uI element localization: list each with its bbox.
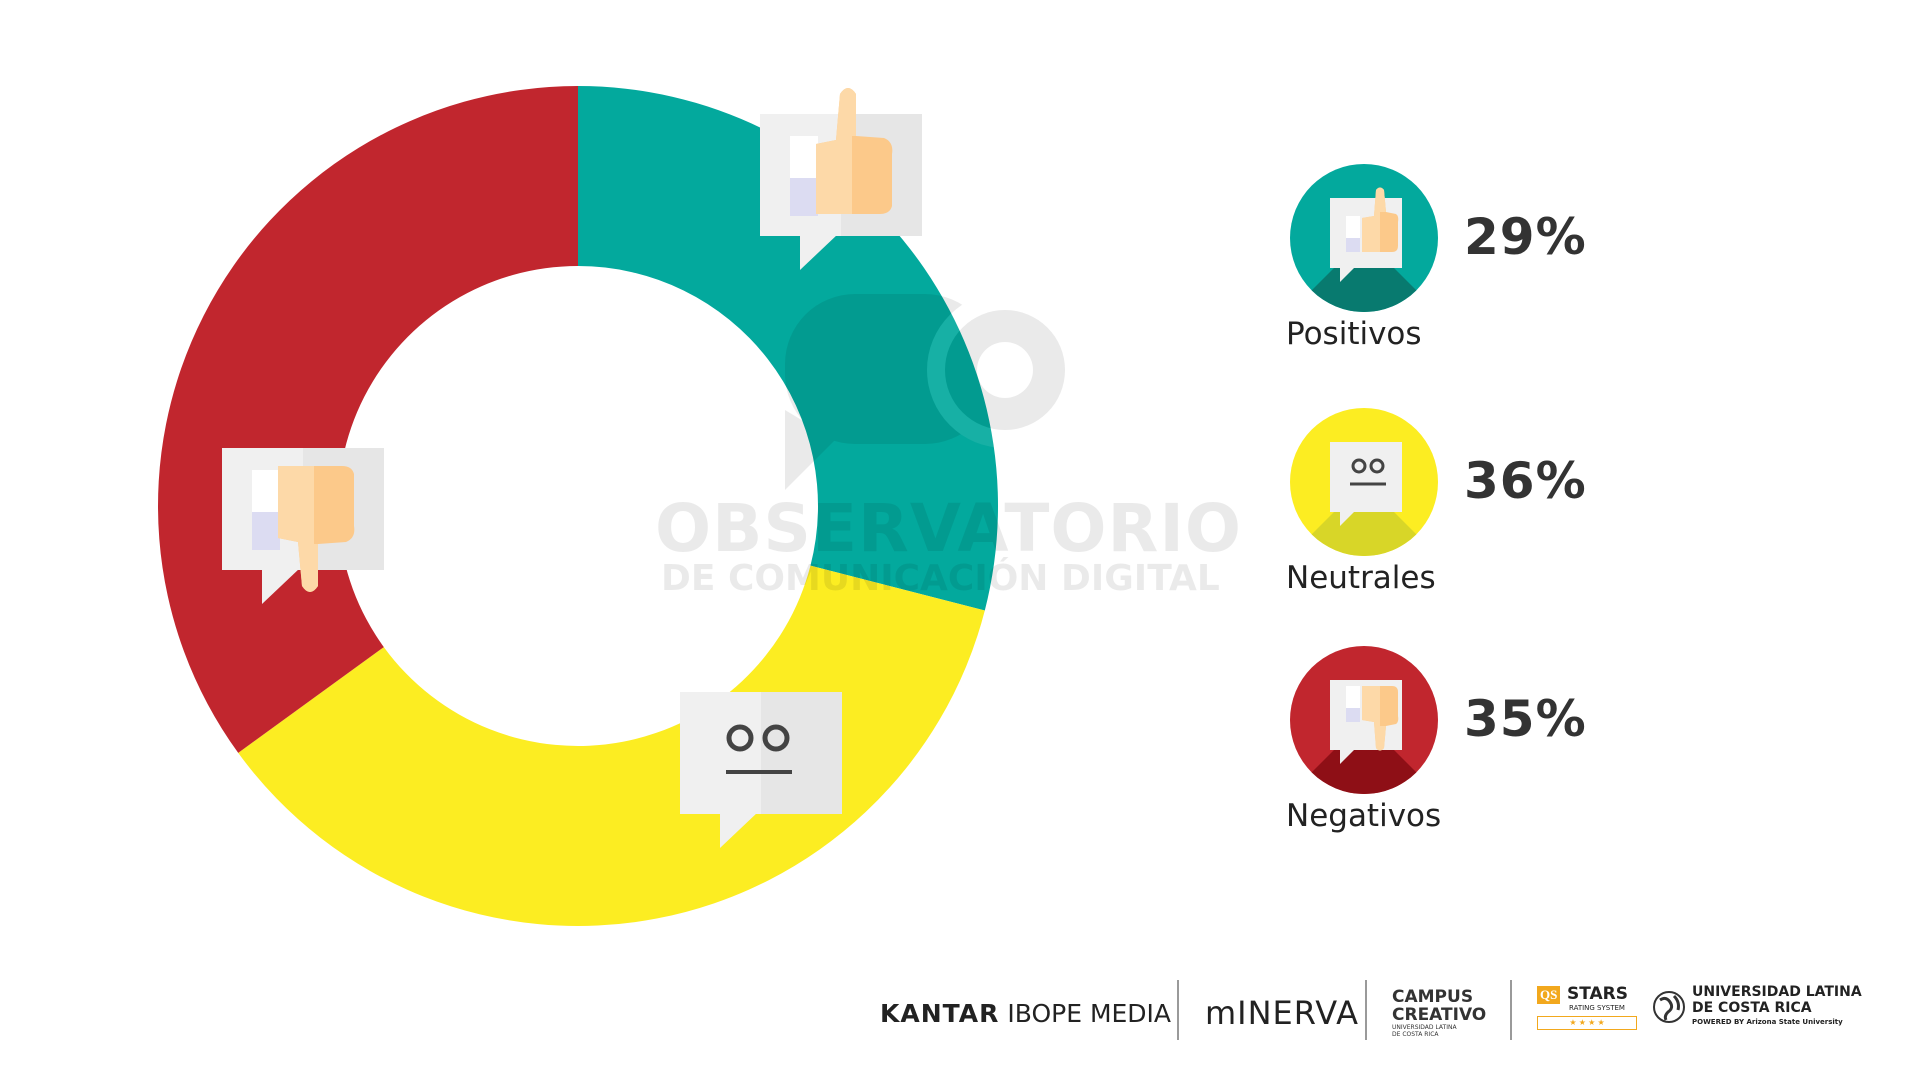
ulatina-logo: UNIVERSIDAD LATINA DE COSTA RICA POWERED… — [1652, 984, 1912, 1034]
legend-circle-neutrales — [1290, 408, 1438, 556]
legend-circle-negativos — [1290, 646, 1438, 794]
legend-label-positivos: Positivos — [1286, 316, 1422, 352]
legend-label-negativos: Negativos — [1286, 798, 1442, 834]
legend-value-neutrales: 36% — [1464, 452, 1587, 510]
legend-circle-positivos — [1290, 164, 1438, 312]
qs-stars-logo: QS STARS RATING SYSTEM ★ ★ ★ ★ — [1537, 984, 1637, 1032]
legend-label-neutrales: Neutrales — [1286, 560, 1436, 596]
thumbs-up-icon — [760, 88, 922, 270]
donut-slice-positivos — [578, 86, 998, 611]
legend-item-negativos: 35% Negativos — [1270, 646, 1770, 866]
legend-item-neutrales: 36% Neutrales — [1270, 408, 1770, 628]
legend-item-positivos: 29% Positivos — [1270, 164, 1770, 384]
thumbs-up-icon — [1346, 187, 1399, 252]
thumbs-down-icon — [1346, 686, 1399, 751]
footer-divider — [1365, 980, 1367, 1040]
neutral-face-icon — [1350, 458, 1386, 486]
kantar-logo: KANTAR IBOPE MEDIA — [880, 998, 1172, 1028]
donut-slice-negativos — [157, 85, 578, 753]
legend-value-negativos: 35% — [1464, 690, 1587, 748]
campus-creativo-logo: CAMPUS CREATIVO UNIVERSIDAD LATINA DE CO… — [1392, 987, 1487, 1038]
neutral-face-icon — [680, 692, 842, 848]
legend-value-positivos: 29% — [1464, 208, 1587, 266]
minerva-logo: mINERVA — [1205, 994, 1359, 1032]
donut-slice-neutrales — [238, 565, 985, 927]
footer-divider — [1177, 980, 1179, 1040]
thumbs-down-icon — [222, 448, 384, 604]
globe-icon — [1653, 991, 1685, 1023]
footer-divider — [1510, 980, 1512, 1040]
